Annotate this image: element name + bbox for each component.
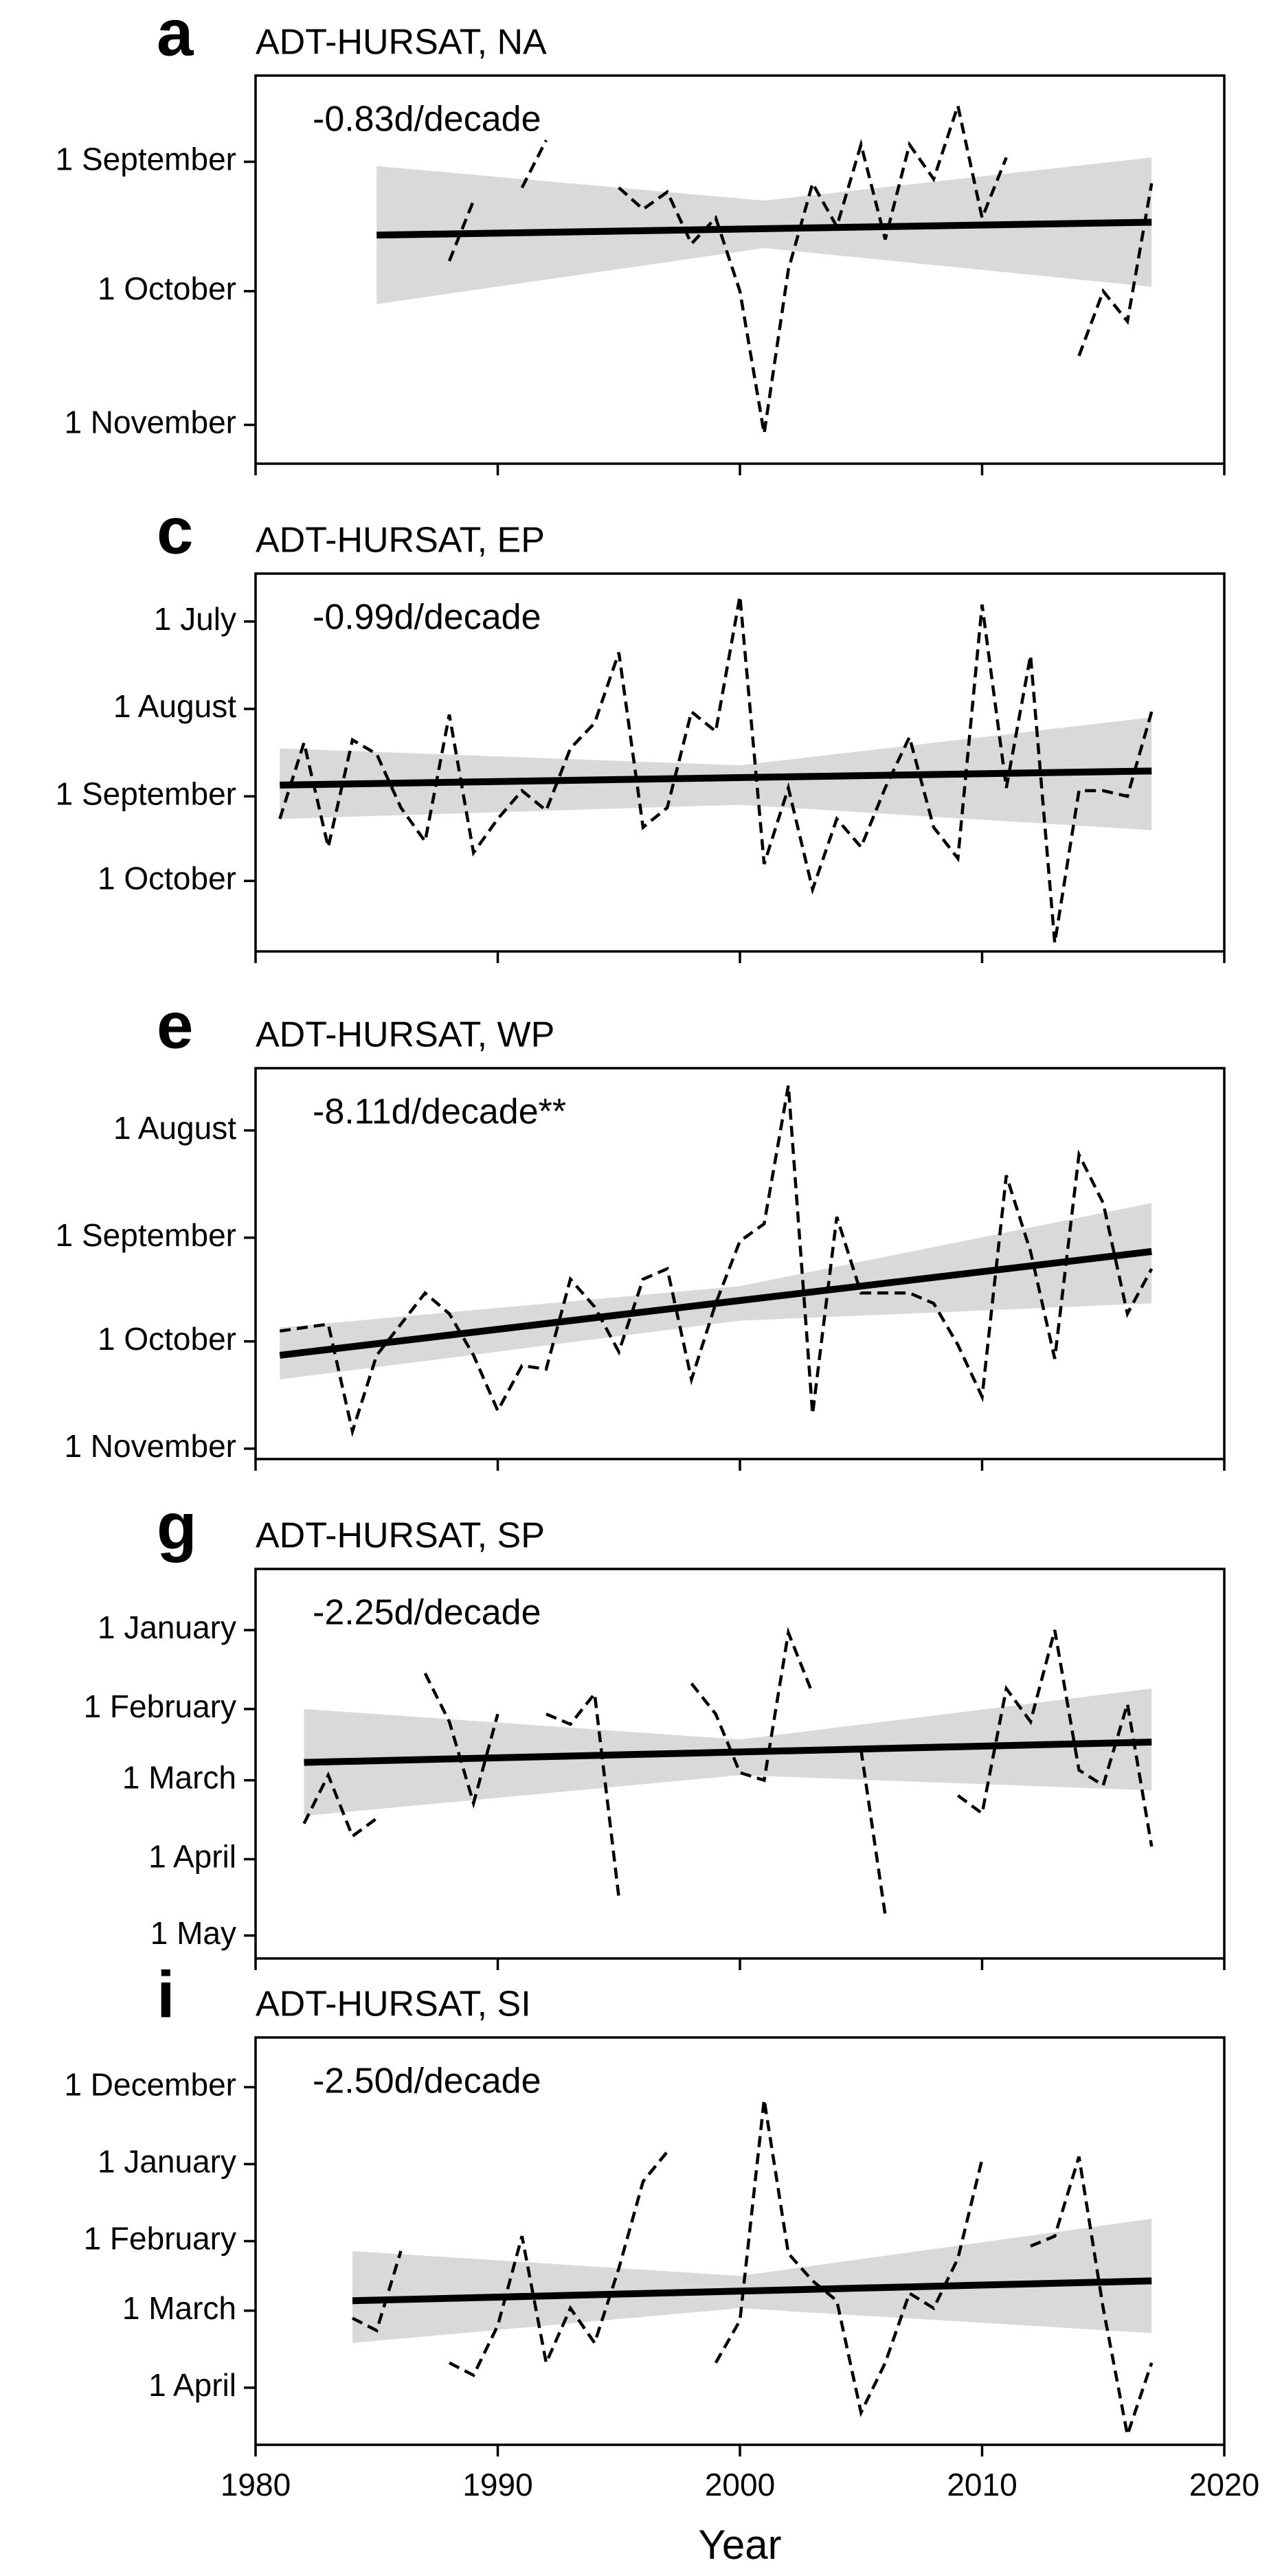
panel-title: ADT-HURSAT, SI	[256, 1985, 531, 2024]
trend-line	[279, 1247, 1152, 1359]
y-tick-label: 1 July	[154, 601, 236, 637]
y-tick-label: 1 October	[98, 271, 236, 306]
trend-line	[304, 1739, 1152, 1766]
trend-annotation: -2.25d/decade	[313, 1593, 541, 1633]
panel-label: e	[157, 988, 193, 1062]
data-line	[447, 100, 1154, 434]
panel-label: a	[157, 0, 194, 69]
y-tick-label: 1 February	[84, 2221, 236, 2257]
y-tick-label: 1 April	[148, 2367, 236, 2403]
y-tick-label: 1 April	[148, 1839, 236, 1875]
x-tick-label: 1990	[462, 2467, 532, 2502]
data-line	[279, 1085, 1154, 1438]
confidence-band	[280, 717, 1152, 831]
panel-title: ADT-HURSAT, WP	[256, 1015, 554, 1055]
confidence-band	[280, 1203, 1152, 1380]
trend-annotation: -0.99d/decade	[313, 598, 541, 637]
trend-annotation: -8.11d/decade**	[313, 1092, 566, 1132]
y-tick-label: 1 September	[56, 142, 236, 177]
y-tick-label: 1 August	[113, 688, 236, 724]
y-tick-label: 1 March	[122, 2290, 236, 2326]
y-tick-label: 1 January	[98, 1609, 236, 1645]
data-line	[302, 1627, 1154, 1916]
y-tick-label: 1 November	[64, 1428, 236, 1464]
trend-annotation: -0.83d/decade	[313, 100, 541, 139]
x-tick-label: 2020	[1189, 2467, 1259, 2502]
y-tick-label: 1 January	[98, 2144, 236, 2180]
y-tick-label: 1 November	[64, 405, 236, 440]
y-tick-label: 1 September	[56, 776, 236, 811]
trend-line	[376, 218, 1152, 239]
data-line	[278, 596, 1154, 944]
trend-line	[352, 2277, 1152, 2305]
y-tick-label: 1 October	[98, 1321, 236, 1357]
y-tick-label: 1 August	[113, 1110, 236, 1146]
x-axis-label: Year	[698, 2522, 781, 2568]
confidence-band	[352, 2218, 1152, 2343]
trend-annotation: -2.50d/decade	[313, 2061, 541, 2101]
panel-title: ADT-HURSAT, NA	[256, 23, 547, 63]
y-tick-label: 1 February	[84, 1688, 236, 1724]
x-tick-label: 2000	[705, 2467, 775, 2502]
y-tick-label: 1 September	[56, 1217, 236, 1253]
panel-title: ADT-HURSAT, SP	[256, 1516, 545, 1556]
panel-label: c	[157, 494, 193, 567]
y-tick-label: 1 March	[122, 1760, 236, 1796]
y-tick-label: 1 May	[150, 1915, 236, 1951]
x-tick-label: 2010	[947, 2467, 1017, 2502]
trend-line	[280, 767, 1152, 789]
y-tick-label: 1 December	[64, 2066, 236, 2102]
panel-label: g	[157, 1489, 197, 1563]
y-tick-label: 1 October	[98, 861, 236, 896]
data-line	[351, 2099, 1154, 2441]
panel-title: ADT-HURSAT, EP	[256, 521, 545, 561]
panel-label: i	[157, 1958, 175, 2031]
x-tick-label: 1980	[221, 2467, 291, 2502]
